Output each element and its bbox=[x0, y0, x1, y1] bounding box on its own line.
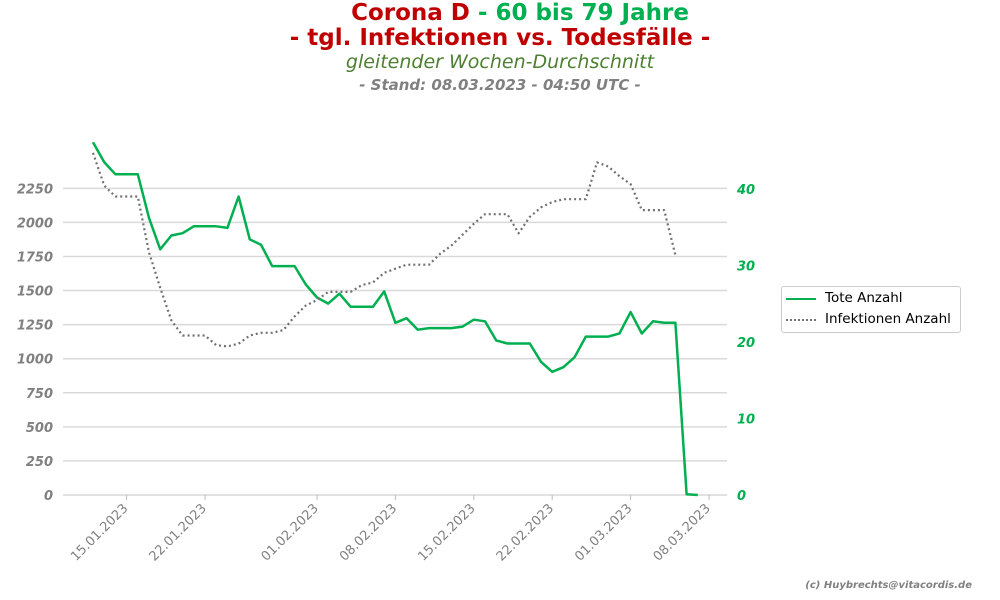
chart-title-line1: Corona D - 60 bis 79 Jahre bbox=[0, 0, 1000, 27]
y-right-tick-label: 10 bbox=[737, 412, 755, 427]
x-tick-label: 15.01.2023 bbox=[68, 501, 131, 564]
tick-labels: 0 250 500 750 1000 1250 1500 1750 2000 2250 0 10 20 3… bbox=[17, 182, 755, 564]
x-tick-label: 01.02.2023 bbox=[259, 501, 322, 564]
copyright-note: (c) Huybrechts@vitacordis.de bbox=[805, 580, 972, 591]
chart-title-line2: - tgl. Infektionen vs. Todesfälle - bbox=[289, 25, 711, 51]
y-left-tick-label: 2250 bbox=[17, 182, 53, 197]
x-tick-label: 22.01.2023 bbox=[147, 501, 210, 564]
y-left-tick-label: 1750 bbox=[17, 250, 53, 265]
legend-swatch-infections bbox=[786, 319, 816, 321]
y-right-tick-label: 30 bbox=[737, 259, 755, 274]
y-left-tick-label: 500 bbox=[26, 421, 53, 436]
title-age-group: - 60 bis 79 Jahre bbox=[469, 0, 689, 26]
legend-item-deaths: Tote Anzahl bbox=[782, 289, 960, 309]
y-left-tick-label: 750 bbox=[26, 387, 53, 402]
legend: Tote Anzahl Infektionen Anzahl bbox=[781, 286, 961, 333]
x-tick-label: 01.03.2023 bbox=[572, 501, 635, 564]
x-tick-label: 15.02.2023 bbox=[415, 501, 478, 564]
y-left-tick-label: 1500 bbox=[17, 285, 53, 300]
y-left-tick-label: 250 bbox=[26, 455, 53, 470]
chart-subtitle: gleitender Wochen-Durchschnitt bbox=[345, 51, 655, 73]
legend-label-infections: Infektionen Anzahl bbox=[825, 311, 951, 327]
y-left-tick-label: 0 bbox=[44, 489, 53, 504]
x-tick-label: 08.03.2023 bbox=[651, 501, 714, 564]
y-left-tick-label: 1250 bbox=[17, 319, 53, 334]
x-tick-label: 08.02.2023 bbox=[337, 501, 400, 564]
y-left-tick-label: 1000 bbox=[17, 353, 53, 368]
series-line-infections bbox=[91, 152, 677, 348]
legend-label-deaths: Tote Anzahl bbox=[825, 290, 903, 306]
y-right-tick-label: 40 bbox=[736, 183, 755, 198]
series-lines bbox=[91, 141, 698, 497]
axes bbox=[63, 494, 727, 500]
legend-item-infections: Infektionen Anzahl bbox=[782, 310, 960, 330]
series-line-deaths bbox=[91, 141, 698, 497]
x-tick-label: 22.02.2023 bbox=[494, 501, 557, 564]
grid-lines bbox=[63, 187, 727, 462]
legend-swatch-deaths bbox=[786, 298, 816, 300]
y-left-tick-label: 2000 bbox=[17, 216, 53, 231]
title-country: Corona D bbox=[351, 0, 470, 26]
y-right-tick-label: 0 bbox=[737, 489, 746, 504]
chart-stand: - Stand: 08.03.2023 - 04:50 UTC - bbox=[359, 76, 641, 94]
y-right-tick-label: 20 bbox=[737, 336, 755, 351]
